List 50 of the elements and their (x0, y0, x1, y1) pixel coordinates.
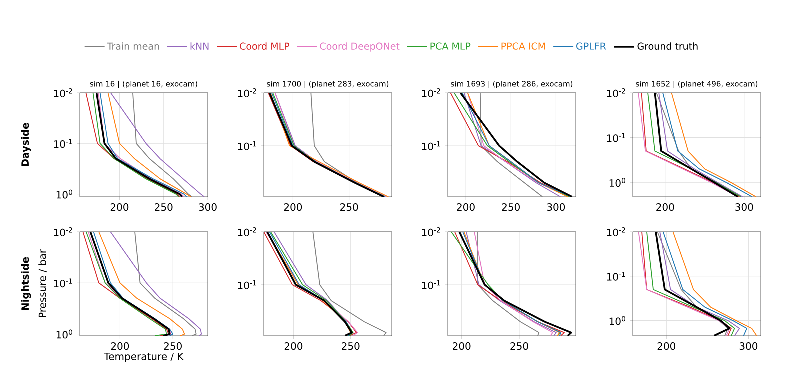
y-tick-label: 10$^{-1}$ (422, 142, 440, 150)
y-tick-label: 10$^{-2}$ (238, 228, 256, 236)
x-tick-label: 200 (658, 342, 676, 350)
x-tick-label: 300 (199, 204, 217, 212)
y-tick-label: 10$^{0}$ (610, 178, 626, 188)
legend-label: PCA MLP (430, 42, 471, 50)
x-tick-label: 250 (510, 342, 528, 350)
y-tick-label: 10$^{-2}$ (54, 88, 72, 98)
legend-label: GPLFR (576, 42, 606, 50)
x-tick-label: 200 (656, 204, 674, 212)
x-tick-label: 200 (284, 204, 302, 212)
x-tick-label: 250 (155, 204, 173, 212)
x-tick-label: 300 (740, 342, 758, 350)
legend-label: Coord DeepONet (320, 42, 400, 52)
x-axis-title: Temperature / K (104, 352, 184, 362)
legend-label: kNN (190, 42, 209, 50)
y-tick-label: 10$^{-2}$ (238, 88, 256, 98)
y-tick-label: 10$^{-2}$ (54, 228, 72, 236)
x-tick-label: 250 (342, 342, 360, 350)
text: Dayside (21, 123, 32, 166)
y-tick-label: 10$^{-1}$ (54, 139, 72, 148)
x-tick-label: 200 (453, 342, 471, 350)
y-tick-label: 10$^{-2}$ (607, 228, 626, 236)
text: Nightside (21, 257, 32, 310)
y-tick-label: 10$^{-2}$ (607, 88, 626, 98)
y-tick-label: 10$^{-1}$ (607, 133, 626, 142)
y-tick-label: 10$^{-1}$ (422, 280, 440, 290)
y-tick-label: 10$^{-1}$ (54, 278, 72, 288)
y-axis-title: Pressure / bar (38, 250, 48, 318)
x-tick-label: 300 (736, 204, 754, 212)
x-tick-label: 200 (110, 204, 129, 212)
y-tick-label: 10$^{-1}$ (238, 142, 256, 150)
y-tick-label: 10$^{-1}$ (238, 280, 256, 290)
y-tick-label: 10$^{0}$ (56, 190, 72, 199)
legend-label: PPCA ICM (502, 42, 546, 50)
x-tick-label: 200 (111, 342, 130, 350)
y-tick-label: 10$^{0}$ (56, 330, 72, 339)
x-tick-label: 250 (340, 204, 358, 212)
y-tick-label: 10$^{-1}$ (607, 272, 626, 281)
x-tick-label: 200 (284, 342, 303, 350)
x-tick-label: 250 (502, 204, 520, 212)
x-tick-label: 250 (164, 342, 182, 350)
y-tick-label: 10$^{-2}$ (422, 228, 440, 236)
x-tick-label: 200 (457, 204, 475, 212)
y-tick-label: 10$^{0}$ (610, 316, 626, 326)
y-tick-label: 10$^{-2}$ (422, 88, 440, 98)
legend-label: Train mean (107, 42, 160, 50)
x-tick-label: 300 (547, 204, 566, 212)
legend-label: Coord MLP (240, 42, 290, 50)
legend-label: Ground truth (638, 42, 698, 50)
